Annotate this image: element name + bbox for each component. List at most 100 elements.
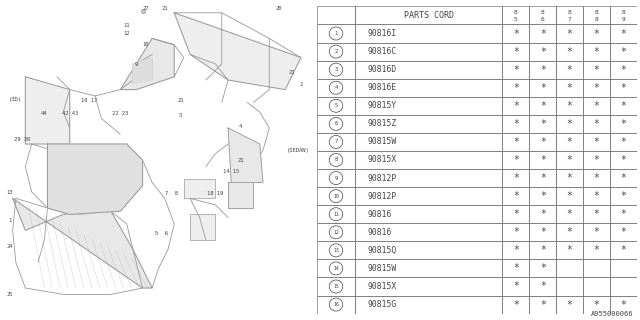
Text: *: * [513, 83, 519, 93]
Text: *: * [593, 191, 600, 201]
Bar [556, 151, 583, 169]
Bar [317, 296, 355, 314]
Text: *: * [593, 227, 600, 237]
Bar [583, 187, 610, 205]
Bar [610, 60, 637, 79]
Bar [355, 43, 502, 60]
Bar [583, 97, 610, 115]
Bar [317, 133, 355, 151]
Bar [529, 187, 556, 205]
Text: *: * [540, 191, 546, 201]
Bar [529, 97, 556, 115]
Bar [529, 260, 556, 277]
Text: *: * [513, 47, 519, 57]
Text: (3D): (3D) [10, 97, 22, 102]
Text: *: * [593, 209, 600, 219]
Text: *: * [540, 83, 546, 93]
Bar [317, 260, 355, 277]
Text: 3: 3 [334, 67, 338, 72]
Text: *: * [620, 101, 627, 111]
Bar [317, 115, 355, 133]
Text: 20: 20 [276, 5, 282, 11]
Bar [610, 79, 637, 97]
Text: 5: 5 [334, 103, 338, 108]
Bar [355, 223, 502, 241]
Text: 90815X: 90815X [368, 156, 397, 164]
Polygon shape [13, 198, 152, 288]
Bar [355, 133, 502, 151]
Text: 90815Q: 90815Q [368, 246, 397, 255]
Text: 11: 11 [333, 212, 339, 217]
Bar [529, 151, 556, 169]
Bar [502, 296, 529, 314]
Text: *: * [566, 47, 573, 57]
Bar [355, 187, 502, 205]
Bar [583, 79, 610, 97]
Bar [502, 241, 529, 260]
Text: 2: 2 [300, 82, 303, 87]
Text: 90816I: 90816I [368, 29, 397, 38]
Text: 10: 10 [143, 42, 149, 47]
Text: 9: 9 [334, 176, 338, 180]
Text: *: * [620, 65, 627, 75]
Bar [529, 24, 556, 43]
Text: *: * [593, 155, 600, 165]
Text: *: * [593, 137, 600, 147]
Text: 90815W: 90815W [368, 264, 397, 273]
Text: 8: 8 [541, 10, 545, 15]
Text: *: * [513, 119, 519, 129]
Bar [317, 277, 355, 296]
Bar [556, 97, 583, 115]
Bar [556, 169, 583, 187]
Text: 90815Y: 90815Y [368, 101, 397, 110]
Bar [355, 169, 502, 187]
Text: 25: 25 [6, 292, 13, 297]
Bar [583, 6, 610, 24]
Bar [610, 24, 637, 43]
Text: *: * [620, 227, 627, 237]
Text: 22 23: 22 23 [112, 111, 129, 116]
Bar [502, 133, 529, 151]
Polygon shape [47, 144, 143, 214]
Text: *: * [566, 119, 573, 129]
Bar [610, 97, 637, 115]
Text: 90816: 90816 [368, 210, 392, 219]
Text: *: * [566, 173, 573, 183]
Bar [355, 296, 502, 314]
Text: 24: 24 [6, 244, 13, 249]
Text: *: * [513, 209, 519, 219]
Bar [355, 277, 502, 296]
Text: *: * [566, 28, 573, 38]
Polygon shape [120, 38, 174, 90]
Bar [317, 6, 355, 24]
Bar [610, 133, 637, 151]
Text: 21: 21 [177, 98, 184, 103]
Text: PARTS CORD: PARTS CORD [404, 11, 454, 20]
Text: 90815G: 90815G [368, 300, 397, 309]
Text: *: * [513, 173, 519, 183]
Text: *: * [566, 300, 573, 309]
Bar [502, 6, 529, 24]
Bar [583, 205, 610, 223]
Bar [610, 277, 637, 296]
Text: 9: 9 [621, 17, 625, 21]
Text: 9: 9 [134, 61, 138, 67]
Text: *: * [540, 209, 546, 219]
Bar [583, 133, 610, 151]
Bar [529, 115, 556, 133]
Text: 11: 11 [124, 23, 130, 28]
Text: *: * [566, 191, 573, 201]
Text: *: * [593, 47, 600, 57]
Bar [610, 151, 637, 169]
Text: 29 30: 29 30 [14, 137, 30, 142]
Bar [317, 205, 355, 223]
Bar [317, 60, 355, 79]
Text: 2: 2 [334, 49, 338, 54]
Text: 90815W: 90815W [368, 137, 397, 147]
Bar [502, 24, 529, 43]
Text: *: * [566, 209, 573, 219]
Bar [610, 241, 637, 260]
Text: 8: 8 [621, 10, 625, 15]
Bar [355, 151, 502, 169]
Bar [610, 223, 637, 241]
